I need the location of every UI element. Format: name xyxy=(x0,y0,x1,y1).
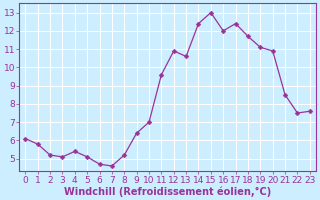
X-axis label: Windchill (Refroidissement éolien,°C): Windchill (Refroidissement éolien,°C) xyxy=(64,186,271,197)
